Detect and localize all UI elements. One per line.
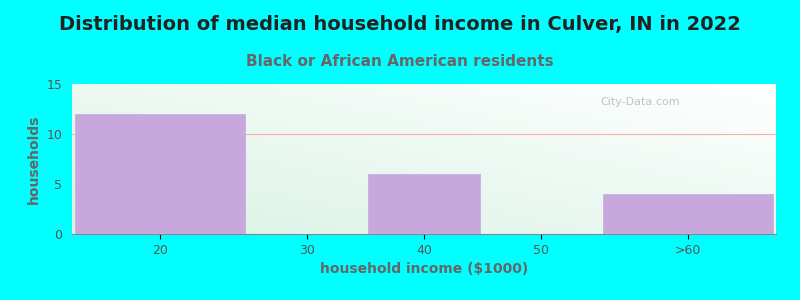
Bar bbox=[603, 194, 773, 234]
Text: City-Data.com: City-Data.com bbox=[600, 97, 680, 107]
Text: Black or African American residents: Black or African American residents bbox=[246, 54, 554, 69]
X-axis label: household income ($1000): household income ($1000) bbox=[320, 262, 528, 276]
Y-axis label: households: households bbox=[27, 114, 41, 204]
Bar bbox=[75, 114, 245, 234]
Text: Distribution of median household income in Culver, IN in 2022: Distribution of median household income … bbox=[59, 15, 741, 34]
Bar bbox=[368, 174, 480, 234]
